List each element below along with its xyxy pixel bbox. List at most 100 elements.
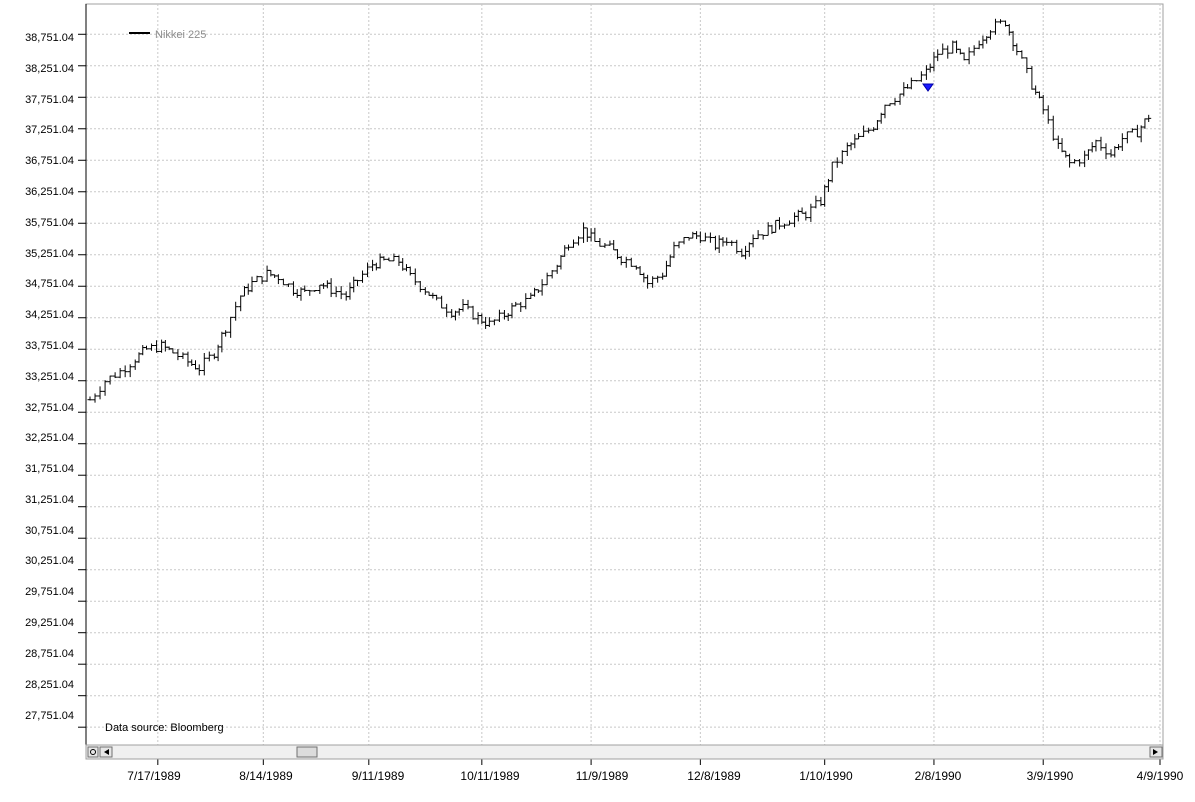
ohlc-bar: [734, 239, 740, 254]
ohlc-bar: [971, 45, 977, 56]
ohlc-bar: [360, 270, 366, 283]
ohlc-bar: [623, 256, 629, 268]
ohlc-bar: [201, 352, 207, 376]
ohlc-bar: [170, 348, 176, 354]
ohlc-bar: [249, 276, 255, 293]
ohlc-bar: [333, 286, 339, 298]
ohlc-bar: [918, 71, 924, 82]
ohlc-bar: [233, 301, 239, 321]
ohlc-bar: [628, 257, 634, 267]
legend-label: Nikkei 225: [155, 29, 206, 41]
x-tick-label: 11/9/1989: [576, 769, 629, 783]
ohlc-bar: [112, 372, 118, 379]
y-tick-label: 36,751.04: [25, 155, 74, 167]
ohlc-bar: [180, 352, 186, 359]
ohlc-bar: [1129, 128, 1135, 133]
ohlc-bar: [592, 227, 598, 243]
y-tick-label: 27,751.04: [25, 710, 74, 722]
scrollbar-thumb[interactable]: [296, 746, 318, 758]
ohlc-bar: [355, 279, 360, 287]
ohlc-bar: [829, 161, 835, 183]
ohlc-bar: [228, 316, 234, 338]
ohlc-bar: [1040, 94, 1046, 115]
ohlc-bar: [808, 203, 814, 222]
ohlc-bar: [1019, 50, 1025, 59]
ohlc-bar: [671, 241, 677, 259]
horizontal-scrollbar[interactable]: [85, 744, 1164, 760]
ohlc-bar: [417, 280, 423, 293]
ohlc-bar: [465, 299, 471, 310]
chevron-right-icon: [1153, 749, 1158, 755]
y-tick-label: 28,251.04: [25, 679, 74, 691]
ohlc-bar: [206, 351, 212, 362]
ohlc-bar: [697, 231, 703, 244]
ohlc-bar: [892, 98, 898, 106]
source-note: Data source: Bloomberg: [105, 722, 224, 734]
ohlc-bar: [966, 47, 972, 65]
ohlc-bar: [1103, 143, 1109, 160]
ohlc-bar: [285, 283, 291, 288]
ohlc-bar: [618, 255, 624, 266]
ohlc-bar: [223, 330, 229, 337]
chevron-left-icon: [104, 749, 109, 755]
scrollbar-options-button[interactable]: [87, 746, 99, 758]
x-tick-label: 4/9/1990: [1137, 769, 1184, 783]
ohlc-bar: [1098, 136, 1104, 151]
ohlc-bar: [338, 286, 344, 300]
y-tick-label: 37,251.04: [25, 124, 74, 136]
ohlc-bar: [280, 278, 286, 286]
y-tick-label: 31,251.04: [25, 494, 74, 506]
ohlc-bar: [935, 49, 941, 62]
scrollbar-track[interactable]: [85, 744, 1164, 760]
ohlc-bar: [681, 237, 687, 245]
ohlc-bar: [913, 80, 919, 82]
ohlc-bar: [866, 127, 872, 134]
ohlc-bar: [302, 285, 308, 292]
ohlc-bar: [381, 256, 387, 261]
ohlc-bar: [861, 125, 867, 138]
ohlc-bar: [813, 195, 819, 209]
ohlc-bar: [496, 309, 502, 322]
ohlc-bar: [707, 232, 713, 243]
ohlc-bar: [307, 289, 313, 296]
y-tick-label: 37,751.04: [25, 94, 74, 106]
peak-marker-icon: [922, 83, 934, 92]
y-tick-label: 29,751.04: [25, 586, 74, 598]
ohlc-bar: [887, 103, 893, 107]
y-tick-label: 35,751.04: [25, 217, 74, 229]
ohlc-bar: [544, 272, 550, 286]
ohlc-bar: [992, 18, 998, 35]
y-tick-label: 34,751.04: [25, 278, 74, 290]
ohlc-bar: [434, 294, 440, 301]
x-tick-label: 2/8/1990: [915, 769, 962, 783]
ohlc-bar: [92, 393, 98, 403]
ohlc-bar: [945, 45, 951, 59]
ohlc-bar: [571, 239, 577, 248]
grid: [78, 4, 1163, 765]
ohlc-bar: [87, 396, 93, 401]
x-tick-label: 8/14/1989: [239, 769, 293, 783]
ohlc-bar: [834, 157, 840, 168]
ohlc-bar: [444, 303, 450, 317]
ohlc-bar: [412, 268, 418, 286]
y-tick-label: 33,251.04: [25, 371, 74, 383]
ohlc-bar: [154, 340, 160, 353]
ohlc-bar: [470, 305, 476, 320]
price-bars: [87, 18, 1152, 403]
ohlc-bar: [102, 380, 108, 396]
ohlc-bar: [987, 30, 993, 40]
x-tick-label: 12/8/1989: [687, 769, 741, 783]
ohlc-bar: [750, 234, 756, 248]
y-tick-label: 38,251.04: [25, 63, 74, 75]
ohlc-bar: [998, 19, 1004, 24]
ohlc-bar: [122, 365, 128, 378]
x-tick-label: 1/10/1990: [799, 769, 853, 783]
y-tick-label: 34,251.04: [25, 309, 74, 321]
y-tick-label: 32,251.04: [25, 432, 74, 444]
ohlc-bar: [645, 274, 651, 289]
y-tick-label: 33,751.04: [25, 340, 74, 352]
plot-area: [85, 3, 1164, 746]
y-tick-label: 28,751.04: [25, 648, 74, 660]
ohlc-bar: [650, 276, 656, 288]
